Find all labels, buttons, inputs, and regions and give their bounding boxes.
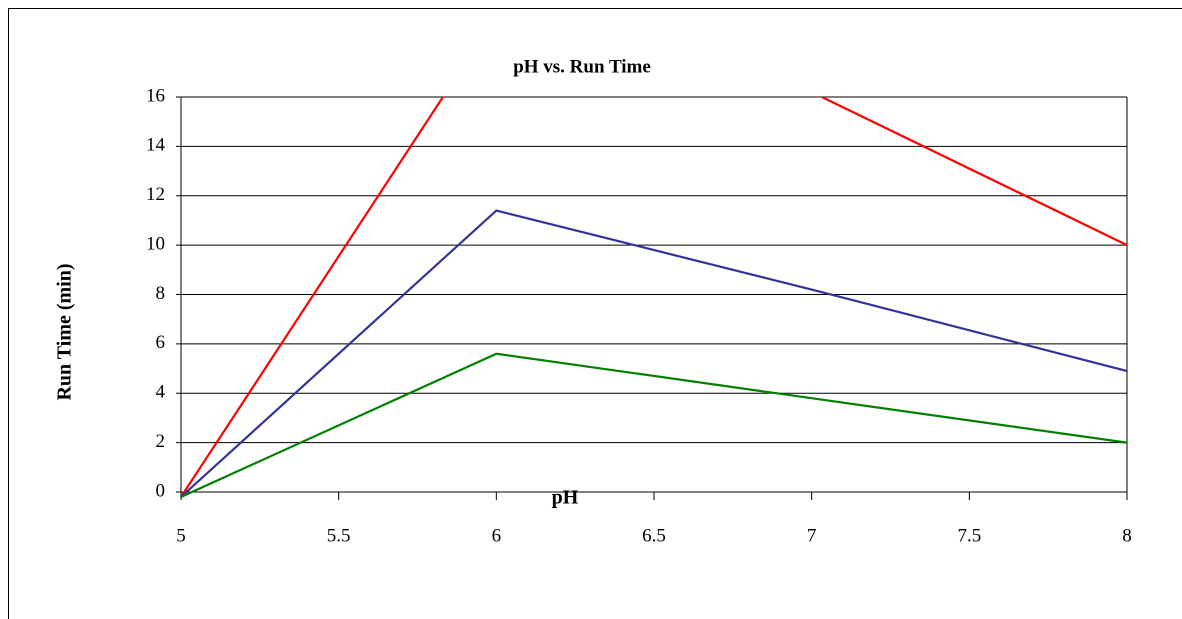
x-tick-label: 8	[1122, 525, 1132, 546]
y-tick-label: 2	[156, 431, 166, 452]
x-tick-label: 5	[176, 525, 186, 546]
data-line	[181, 352, 1127, 498]
y-tick-label: 6	[156, 332, 166, 353]
x-tick-label: 6.5	[642, 525, 666, 546]
chart-title: pH vs. Run Time	[513, 56, 651, 77]
y-tick-label: 12	[146, 184, 165, 205]
y-tick-label: 8	[156, 283, 166, 304]
y-tick-label: 16	[146, 85, 165, 106]
x-axis-title: pH	[552, 487, 579, 509]
x-tick-label: 5.5	[327, 525, 351, 546]
x-tick-label: 7	[807, 525, 817, 546]
chart-frame	[8, 8, 1182, 619]
y-tick-label: 4	[156, 382, 166, 403]
y-tick-label: 0	[156, 480, 166, 501]
x-tick-label: 7.5	[957, 525, 981, 546]
plot-area	[181, 97, 1127, 498]
y-axis-title: Run Time (min)	[54, 263, 76, 400]
y-tick-label: 10	[146, 233, 165, 254]
data-line	[181, 97, 1127, 498]
data-line	[181, 209, 1127, 498]
y-tick-label: 14	[146, 135, 166, 156]
x-tick-label: 6	[492, 525, 502, 546]
